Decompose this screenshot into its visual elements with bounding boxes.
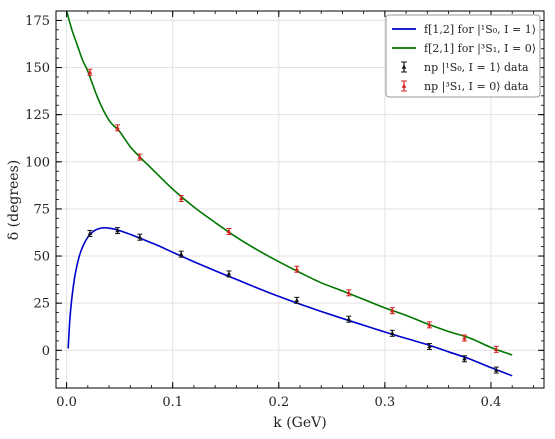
y-tick-label: 150: [25, 61, 50, 76]
data-point-2: [87, 229, 93, 237]
data-point-3: [461, 334, 467, 342]
x-tick-label: 0.4: [481, 395, 502, 410]
data-point-2: [294, 296, 300, 304]
data-point-2: [426, 343, 432, 351]
data-point-3: [115, 124, 121, 132]
series-line-0: [67, 226, 513, 377]
data-point-3: [294, 265, 300, 273]
data-point-3: [137, 153, 143, 161]
data-point-3: [226, 228, 232, 236]
data-point-3: [346, 289, 352, 297]
x-axis-label: k (GeV): [273, 415, 326, 431]
data-point-2: [137, 233, 143, 241]
data-point-3: [178, 195, 184, 203]
legend-label: np |³S₁, I = 0⟩ data: [424, 80, 529, 94]
y-tick-label: 175: [25, 14, 50, 29]
data-point-3: [426, 321, 432, 329]
data-point-2: [389, 329, 395, 337]
legend-label: f[2,1] for |³S₁, I = 0⟩: [424, 42, 536, 56]
data-point-2: [226, 270, 232, 278]
data-point-2: [178, 250, 184, 258]
legend: f[1,2] for |¹S₀, I = 1⟩ f[2,1] for |³S₁, …: [385, 14, 541, 98]
legend-label: f[1,2] for |¹S₀, I = 1⟩: [424, 23, 536, 37]
plot-series: [65, 11, 513, 377]
y-tick-label: 0: [42, 344, 50, 359]
data-point-2: [115, 227, 121, 235]
y-axis-label: δ (degrees): [6, 160, 22, 240]
y-tick-label: 100: [25, 155, 50, 170]
y-tick-label: 125: [25, 108, 50, 123]
legend-label: np |¹S₀, I = 1⟩ data: [424, 61, 529, 75]
x-tick-label: 0.0: [56, 395, 77, 410]
x-tick-label: 0.1: [162, 395, 183, 410]
legend-item-0: f[1,2] for |¹S₀, I = 1⟩: [392, 23, 536, 37]
data-point-3: [87, 68, 93, 76]
legend-item-2: np |¹S₀, I = 1⟩ data: [401, 61, 529, 75]
data-point-3: [493, 345, 499, 353]
data-point-2: [346, 315, 352, 323]
data-point-3: [389, 307, 395, 315]
y-tick-label: 50: [33, 250, 50, 265]
axis-ticks: [56, 10, 544, 389]
x-tick-label: 0.3: [375, 395, 396, 410]
legend-box: [385, 14, 541, 98]
y-tick-label: 75: [33, 202, 50, 217]
legend-item-3: np |³S₁, I = 0⟩ data: [401, 80, 529, 94]
y-tick-label: 25: [33, 297, 50, 312]
x-tick-label: 0.2: [268, 395, 289, 410]
series-line-1: [65, 11, 513, 356]
data-point-2: [493, 366, 499, 374]
tick-labels: 0.0 0.1 0.2 0.3 0.4 0 25 50 75 100 125 150 175: [25, 14, 501, 410]
legend-items: f[1,2] for |¹S₀, I = 1⟩ f[2,1] for |³S₁, …: [392, 23, 536, 94]
data-point-2: [461, 355, 467, 363]
legend-item-1: f[2,1] for |³S₁, I = 0⟩: [392, 42, 536, 56]
